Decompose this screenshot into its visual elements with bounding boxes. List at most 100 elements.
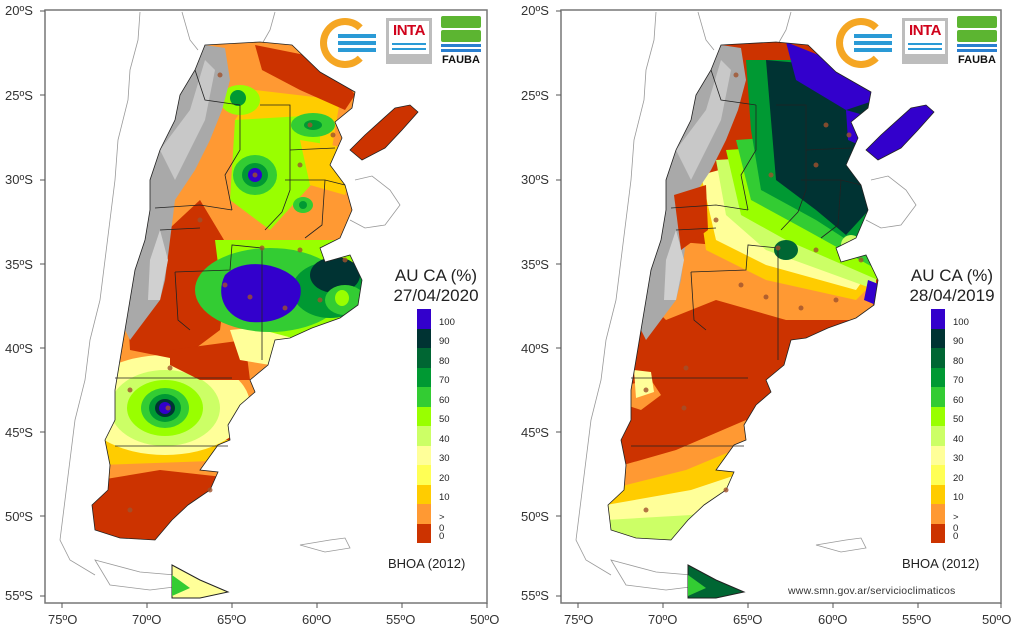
x-tick-label: 55ºO (386, 612, 415, 627)
legend-title: AU CA (%) 27/04/2020 (382, 266, 490, 306)
x-tick-label: 50ºO (982, 612, 1011, 627)
legend-swatch (417, 426, 431, 446)
legend-swatch (417, 387, 431, 407)
y-tick-label: 30ºS (5, 172, 33, 187)
legend-tick-label: 40 (439, 433, 450, 445)
station-point (330, 132, 336, 138)
station-point (858, 257, 864, 263)
y-tick-label: 25ºS (5, 88, 33, 103)
station-point (833, 297, 839, 303)
fauba-logo-text: FAUBA (442, 54, 480, 66)
y-tick-label: 30ºS (521, 172, 549, 187)
station-point (643, 387, 649, 393)
station-point (683, 365, 689, 371)
legend-swatch (417, 504, 431, 524)
station-point (247, 294, 253, 300)
inta-logo-text: INTA (393, 22, 425, 39)
inta-logo: INTA (386, 18, 432, 64)
legend-swatch (931, 328, 945, 348)
fauba-logo: FAUBA (955, 16, 999, 68)
legend-tick-label: 80 (439, 355, 450, 367)
legend-tick-label: 10 (439, 492, 450, 503)
legend-tick-label: > 0 (439, 511, 445, 534)
legend-variable: AU CA (%) (910, 266, 994, 285)
station-point (681, 405, 687, 411)
legend-tick-label: 20 (439, 472, 450, 484)
y-axis: 20ºS 25ºS 30ºS 35ºS 40ºS 45ºS 50ºS 55ºS (5, 3, 33, 603)
legend-tick-label: 60 (439, 394, 450, 406)
station-point (297, 247, 303, 253)
x-tick-label: 65ºO (217, 612, 246, 627)
station-point (738, 282, 744, 288)
legend-tick-label: 100 (439, 316, 455, 328)
legend-tick-label: 0 (953, 531, 959, 542)
y-tick-label: 25ºS (521, 88, 549, 103)
legend-tick-label: 20 (953, 472, 964, 484)
inta-logo-text: INTA (909, 22, 941, 39)
province-borders (91, 41, 419, 541)
legend-swatch (417, 367, 431, 387)
y-tick-label: 40ºS (5, 341, 33, 356)
station-point (733, 72, 739, 78)
legend-swatch (931, 504, 945, 524)
legend-swatch (417, 465, 431, 485)
legend-tick-label: 50 (953, 414, 964, 425)
y-tick-label: 35ºS (521, 257, 549, 272)
smn-logo (320, 18, 380, 68)
legend-swatch (417, 406, 431, 426)
legend-swatch (931, 426, 945, 446)
legend-swatch (417, 523, 431, 543)
tierra-del-fuego-2019 (687, 564, 746, 599)
color-legend: 0 > 0 10 20 30 40 50 60 70 80 90 100 (931, 309, 969, 543)
legend-tick-label: 60 (953, 394, 964, 406)
axis-ticks (556, 10, 1002, 608)
legend-swatch (931, 387, 945, 407)
y-axis: 20ºS 25ºS 30ºS 35ºS 40ºS 45ºS 50ºS 55ºS (521, 3, 549, 603)
station-point (282, 305, 288, 311)
x-tick-label: 55ºO (902, 612, 931, 627)
station-point (259, 245, 265, 251)
legend-swatch (931, 445, 945, 465)
smn-logo (836, 18, 896, 68)
province-borders (607, 41, 879, 541)
station-point (217, 72, 223, 78)
legend-date: 27/04/2020 (393, 286, 479, 305)
model-source-label: BHOA (2012) (388, 556, 466, 571)
station-point (763, 294, 769, 300)
station-point (768, 172, 774, 178)
legend-swatch (417, 309, 431, 329)
station-point (342, 257, 348, 263)
station-point (127, 387, 133, 393)
station-point (775, 245, 781, 251)
mesopotamia-2019 (865, 104, 935, 161)
station-point (823, 122, 829, 128)
station-point (252, 172, 258, 178)
map-svg-2020: 20ºS 25ºS 30ºS 35ºS 40ºS 45ºS 50ºS 55ºS … (5, 3, 499, 627)
station-point (167, 365, 173, 371)
legend-tick-label: 30 (439, 453, 450, 464)
x-tick-label: 75ºO (48, 612, 77, 627)
map-panel-2020: 20ºS 25ºS 30ºS 35ºS 40ºS 45ºS 50ºS 55ºS … (5, 3, 499, 627)
tierra-del-fuego-2020 (171, 564, 230, 599)
station-points (643, 72, 864, 513)
x-tick-label: 65ºO (733, 612, 762, 627)
station-point (813, 247, 819, 253)
station-point (307, 122, 313, 128)
station-point (207, 487, 213, 493)
y-tick-label: 50ºS (521, 509, 549, 524)
legend-swatch (417, 445, 431, 465)
model-source-label: BHOA (2012) (902, 556, 980, 571)
station-points (127, 72, 348, 513)
legend-variable: AU CA (%) (394, 266, 478, 285)
station-point (798, 305, 804, 311)
legend-title: AU CA (%) 28/04/2019 (898, 266, 1006, 306)
y-tick-label: 40ºS (521, 341, 549, 356)
y-tick-label: 50ºS (5, 509, 33, 524)
y-tick-label: 35ºS (5, 257, 33, 272)
legend-swatch (417, 348, 431, 368)
axis-ticks (40, 10, 488, 608)
map-panel-2019: 20ºS 25ºS 30ºS 35ºS 40ºS 45ºS 50ºS 55ºS … (516, 0, 1024, 632)
y-tick-label: 55ºS (521, 588, 549, 603)
color-legend: 0 > 0 10 20 30 40 50 60 70 80 90 100 (417, 309, 455, 543)
legend-tick-label: 0 (439, 531, 445, 542)
